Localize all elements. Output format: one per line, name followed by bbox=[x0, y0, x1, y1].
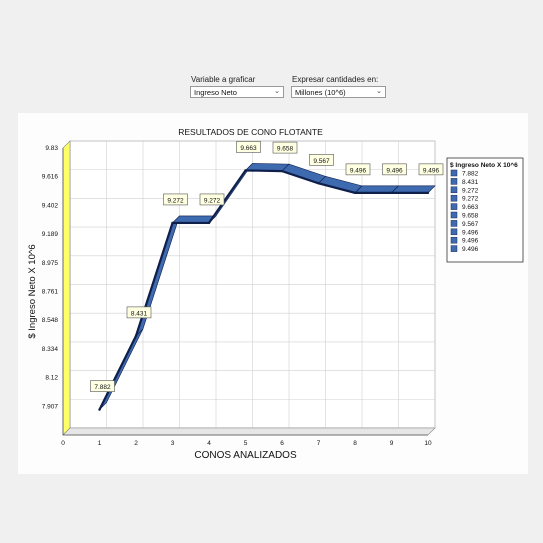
chevron-down-icon[interactable]: ⌄ bbox=[274, 88, 280, 95]
data-label-box bbox=[199, 193, 225, 206]
x-tick-label: 0 bbox=[61, 440, 65, 447]
y-tick-label: 8.761 bbox=[42, 289, 59, 296]
data-point bbox=[98, 408, 101, 411]
legend-marker bbox=[450, 245, 458, 252]
legend-marker bbox=[450, 203, 458, 210]
data-label-box bbox=[309, 154, 334, 166]
x-tick-label: 5 bbox=[244, 440, 248, 447]
plot-side-wall bbox=[62, 140, 71, 436]
legend-entry: 9.663 bbox=[462, 204, 479, 211]
data-point bbox=[426, 191, 430, 195]
y-tick-label: 8.334 bbox=[42, 346, 59, 353]
data-point bbox=[244, 169, 247, 172]
legend-marker bbox=[450, 228, 458, 236]
legend-entry: 9.496 bbox=[462, 238, 479, 245]
y-tick-label: 9.83 bbox=[45, 145, 58, 152]
legend-entry: 9.658 bbox=[462, 213, 479, 220]
data-label: 9.496 bbox=[350, 167, 367, 174]
x-axis-label: CONOS ANALIZADOS bbox=[194, 450, 297, 461]
y-tick-label: 8.548 bbox=[42, 317, 59, 324]
y-tick-label: 8.975 bbox=[42, 260, 59, 267]
data-point bbox=[171, 221, 174, 225]
data-label-box bbox=[272, 141, 298, 154]
legend-entry: 9.496 bbox=[462, 246, 479, 253]
data-point bbox=[317, 182, 320, 185]
legend-entry: 9.272 bbox=[462, 187, 479, 194]
data-point bbox=[353, 191, 357, 195]
variable-select-value: Ingreso Neto bbox=[194, 88, 237, 97]
legend-marker bbox=[450, 236, 458, 244]
y-tick-label: 9.616 bbox=[42, 174, 59, 181]
legend-marker bbox=[450, 178, 458, 185]
legend-marker bbox=[450, 220, 458, 227]
data-label-box bbox=[382, 163, 407, 176]
units-select[interactable]: Millones (10^6) ⌄ bbox=[291, 86, 386, 98]
x-tick-label: 10 bbox=[424, 440, 432, 447]
legend-marker bbox=[450, 211, 458, 219]
data-label-box bbox=[418, 163, 444, 176]
x-tick-label: 1 bbox=[98, 440, 102, 447]
data-point bbox=[280, 169, 284, 173]
x-tick-label: 4 bbox=[207, 440, 211, 447]
data-label: 9.567 bbox=[313, 158, 330, 165]
x-tick-label: 2 bbox=[134, 440, 138, 447]
data-point bbox=[134, 334, 138, 338]
chevron-down-icon[interactable]: ⌄ bbox=[376, 88, 382, 95]
y-tick-label: 7.907 bbox=[42, 403, 59, 410]
legend-marker bbox=[450, 169, 458, 177]
data-label: 9.496 bbox=[423, 167, 440, 174]
data-point bbox=[207, 221, 211, 225]
legend-entry: 8.431 bbox=[462, 179, 479, 186]
y-tick-label: 9.189 bbox=[42, 231, 59, 238]
data-label-box bbox=[126, 306, 152, 319]
data-label: 9.663 bbox=[240, 145, 257, 152]
legend-entry: 9.272 bbox=[462, 196, 479, 203]
legend-entry: 7.882 bbox=[462, 171, 479, 178]
legend-title: $ Ingreso Neto X 10^6 bbox=[450, 161, 518, 169]
legend-entry: 9.496 bbox=[462, 229, 479, 236]
x-tick-label: 9 bbox=[390, 440, 394, 447]
data-label-box bbox=[345, 163, 371, 176]
data-label: 9.496 bbox=[386, 167, 403, 174]
data-label-box bbox=[163, 193, 188, 206]
data-label: 7.882 bbox=[94, 384, 111, 391]
data-label-box bbox=[90, 380, 115, 392]
series-line bbox=[98, 169, 428, 411]
legend-box bbox=[446, 157, 524, 263]
legend-entry: 9.567 bbox=[462, 221, 479, 228]
y-tick-label: 9.402 bbox=[42, 202, 59, 209]
chart-title: RESULTADOS DE CONO FLOTANTE bbox=[178, 127, 323, 137]
data-label: 9.272 bbox=[167, 197, 184, 204]
variable-label: Variable a graficar bbox=[191, 75, 256, 84]
legend-marker bbox=[450, 186, 458, 194]
data-label: 9.658 bbox=[277, 146, 294, 153]
x-tick-label: 6 bbox=[280, 440, 284, 447]
x-tick-label: 7 bbox=[317, 440, 321, 447]
y-tick-label: 8.12 bbox=[45, 375, 58, 382]
data-point bbox=[390, 191, 393, 195]
data-label: 8.431 bbox=[131, 310, 148, 317]
x-tick-label: 8 bbox=[353, 440, 357, 447]
variable-select[interactable]: Ingreso Neto ⌄ bbox=[190, 86, 284, 98]
units-select-value: Millones (10^6) bbox=[295, 88, 346, 97]
units-label: Expresar cantidades en: bbox=[292, 75, 379, 84]
chart-panel: 7.882 8.431 9.272 9.272 9.663 9.658 9.567 9.496… bbox=[18, 113, 528, 474]
data-label-box bbox=[236, 141, 261, 153]
plot-floor bbox=[62, 427, 436, 436]
x-tick-label: 3 bbox=[171, 440, 175, 447]
legend-marker bbox=[450, 194, 458, 202]
data-label: 9.272 bbox=[204, 197, 221, 204]
y-axis-label: $ Ingreso Neto X 10^6 bbox=[27, 244, 38, 338]
